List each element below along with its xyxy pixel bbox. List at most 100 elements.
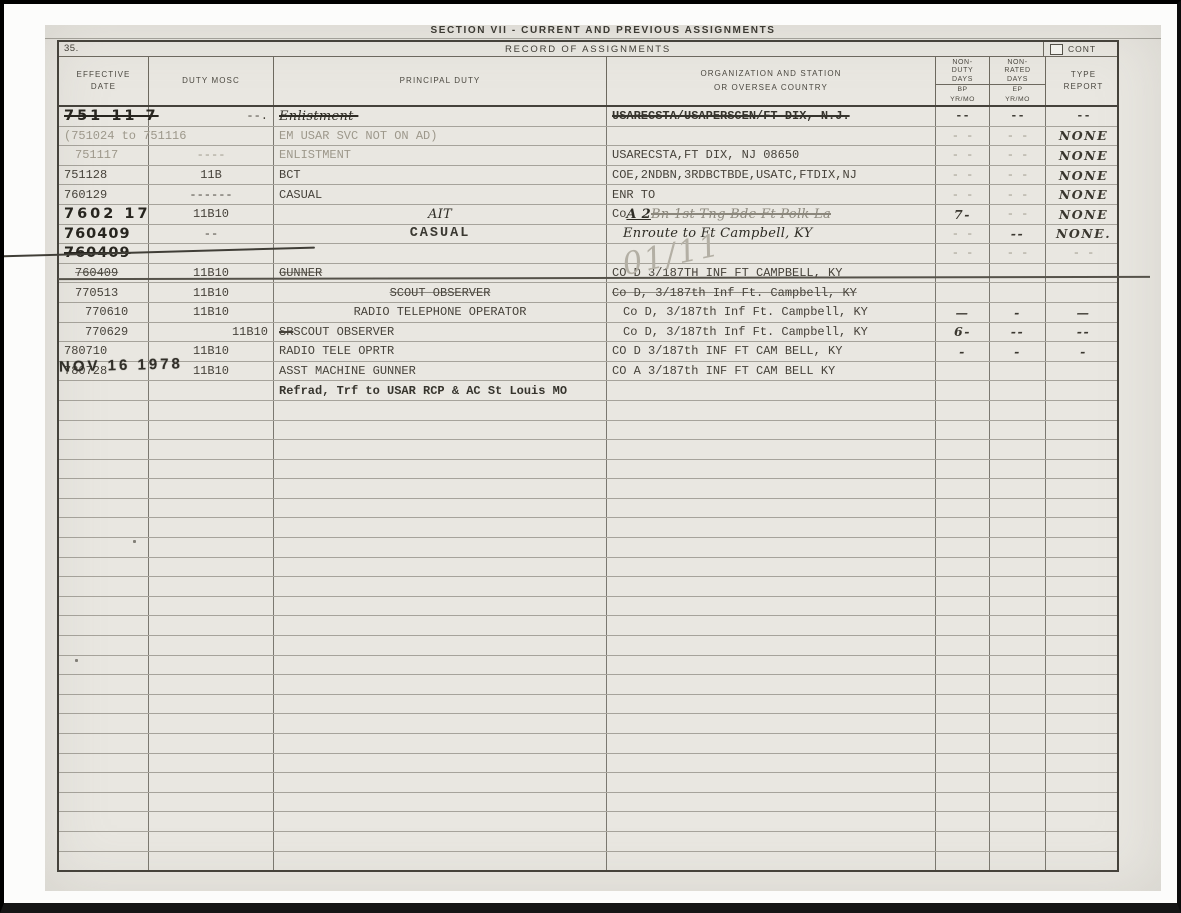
table-cell xyxy=(936,440,990,459)
table-cell: NONE xyxy=(1058,187,1109,203)
table-row: 780710 11B10 RADIO TELE OPRTR CO D 3/187th … xyxy=(59,342,1117,362)
table-row xyxy=(59,655,1117,676)
table-row: 7602 17 11B10 AIT Co A 2 Bn 1st Tng Bde Ft … xyxy=(59,204,1117,225)
table-cell xyxy=(990,694,1046,714)
table-cell xyxy=(59,636,149,655)
table-cell xyxy=(1046,852,1121,871)
table-cell xyxy=(59,498,149,518)
table-cell xyxy=(936,400,990,420)
table-cell xyxy=(1046,636,1121,655)
table-cell: 770513 xyxy=(59,283,149,302)
table-cell xyxy=(607,244,936,263)
table-cell xyxy=(149,636,274,655)
divider xyxy=(45,38,1161,39)
table-row xyxy=(59,812,1117,832)
table-cell xyxy=(936,557,990,577)
table-cell xyxy=(149,538,274,557)
table-cell xyxy=(1046,754,1121,773)
table-cell: 751128 xyxy=(59,165,149,185)
table-cell xyxy=(1046,597,1121,616)
table-cell xyxy=(149,420,274,440)
table-cell xyxy=(607,616,936,636)
table-cell xyxy=(936,538,990,557)
table-cell: NONE xyxy=(1058,147,1109,163)
table-cell xyxy=(274,538,607,557)
table-cell: ASST MACHINE GUNNER xyxy=(274,361,607,381)
table-cell xyxy=(990,812,1046,831)
table-row: (751024 to 751116 EM USAR SVC NOT ON AD) -… xyxy=(59,126,1117,147)
table-cell xyxy=(59,792,149,812)
table-cell xyxy=(274,518,607,538)
table-cell: 7602 17 xyxy=(59,204,149,224)
table-cell xyxy=(607,773,936,792)
paper: SECTION VII - CURRENT AND PREVIOUS ASSIG… xyxy=(4,25,1161,891)
table-cell: COE,2NDBN,3RDBCTBDE,USATC,FTDIX,NJ xyxy=(607,165,936,185)
table-row xyxy=(59,616,1117,637)
table-cell xyxy=(59,440,149,459)
table-row xyxy=(59,498,1117,519)
table-cell xyxy=(274,831,607,851)
table-cell xyxy=(274,734,607,753)
cont-label: CONT xyxy=(1068,44,1097,54)
table-cell xyxy=(607,557,936,577)
table-cell: - - xyxy=(936,224,990,244)
table-row xyxy=(59,459,1117,480)
table-cell xyxy=(274,420,607,440)
table-cell: - - xyxy=(990,146,1046,165)
table-cell xyxy=(990,773,1046,792)
table-cell xyxy=(936,479,990,498)
table-cell xyxy=(149,518,274,538)
table-row: 751128 11B BCT COE,2NDBN,3RDBCTBDE,USATC,FT… xyxy=(59,165,1117,186)
cont-checkbox xyxy=(1050,43,1063,55)
table-row: 760129 ------ CASUAL ENR TO - -- - NONE xyxy=(59,185,1117,205)
ink-speck xyxy=(133,540,136,543)
table-cell: - xyxy=(990,342,1046,361)
table-row xyxy=(59,440,1117,460)
table-cell xyxy=(990,420,1046,440)
table-cell: - - xyxy=(990,126,1046,146)
table-cell: - xyxy=(1080,343,1087,359)
table-cell xyxy=(607,655,936,675)
table-row xyxy=(59,577,1117,597)
table-cell xyxy=(274,244,607,263)
table-cell: BCT xyxy=(274,165,607,185)
table-cell xyxy=(149,479,274,498)
table-cell xyxy=(936,851,990,871)
table-cell xyxy=(59,812,149,831)
table-cell xyxy=(274,479,607,498)
table-cell: 11B10 xyxy=(149,283,274,302)
table-cell xyxy=(990,655,1046,675)
table-cell xyxy=(607,694,936,714)
table-cell xyxy=(149,459,274,479)
table-cell: - xyxy=(936,342,990,361)
table-cell xyxy=(990,518,1046,538)
table-row xyxy=(59,753,1117,774)
table-cell: 780728 xyxy=(59,361,149,381)
assignments-table-body: 751 11 7 --. Enlistment- USARECSTA/USAPERSC… xyxy=(59,107,1117,871)
table-cell: - - xyxy=(990,185,1046,204)
table-cell xyxy=(149,400,274,420)
table-cell xyxy=(1046,381,1121,400)
record-of-assignments-table: 35. RECORD OF ASSIGNMENTS CONT EFFECTIVE… xyxy=(57,40,1119,872)
table-cell xyxy=(59,753,149,773)
table-cell xyxy=(990,636,1046,655)
table-cell: AIT xyxy=(274,204,607,224)
table-cell xyxy=(149,851,274,871)
table-cell xyxy=(1046,362,1121,381)
table-cell: 760409 xyxy=(59,224,149,244)
table-cell xyxy=(149,675,274,694)
header-duty-mosc: DUTY MOSC xyxy=(149,57,274,105)
table-cell: 11B10 xyxy=(149,342,274,361)
table-cell xyxy=(607,126,936,146)
table-cell: RADIO TELEPHONE OPERATOR xyxy=(274,302,607,322)
table-cell xyxy=(936,831,990,851)
table-cell xyxy=(149,596,274,616)
table-cell xyxy=(607,498,936,518)
table-cell: - xyxy=(990,302,1046,322)
table-cell xyxy=(149,792,274,812)
table-cell xyxy=(59,596,149,616)
table-cell: 11B10 xyxy=(149,263,274,283)
table-cell xyxy=(990,596,1046,616)
table-cell: - - xyxy=(936,146,990,165)
table-row xyxy=(59,538,1117,558)
